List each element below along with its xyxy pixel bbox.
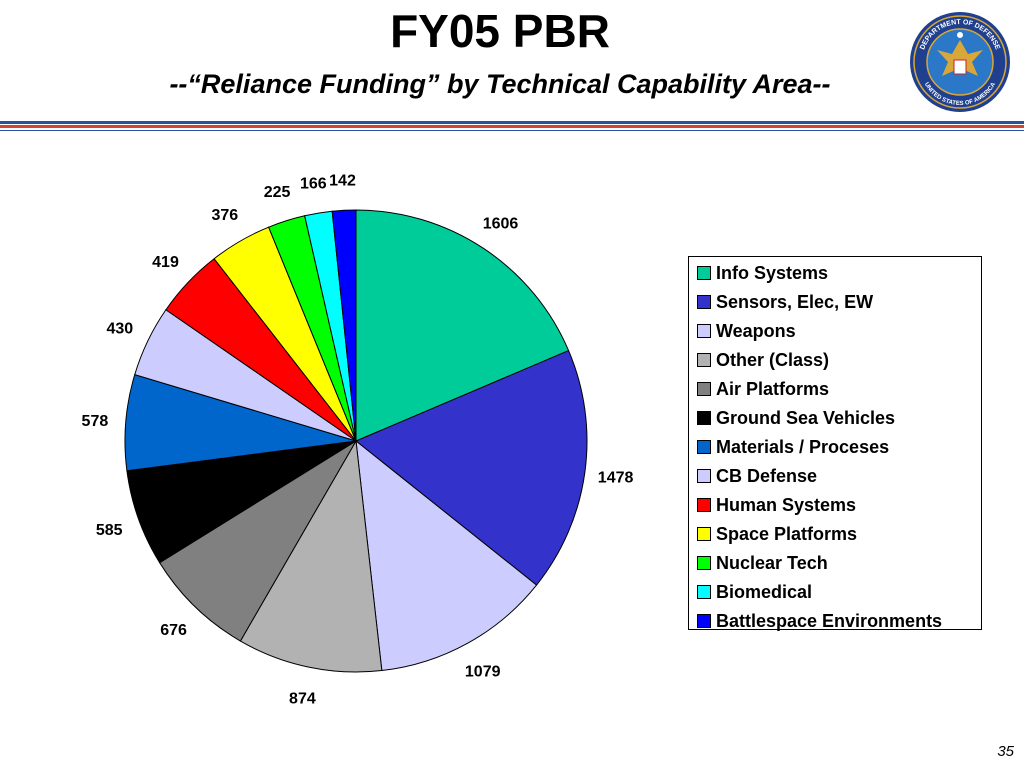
pie-slice [355,209,570,442]
legend-label: Space Platforms [716,524,858,544]
data-label: 376 [211,207,238,224]
seal-gold-ring [913,15,1007,109]
legend-label: Air Platforms [716,379,830,399]
data-label: 430 [106,321,133,338]
legend-item: Air Platforms [697,377,829,401]
pie-slice [355,349,588,586]
page-number: 35 [997,743,1014,760]
legend-swatch [697,497,711,512]
slide-title: FY05 PBR [390,5,610,57]
data-label: 419 [152,254,179,271]
legend-swatch [697,555,711,570]
department-of-defense-seal-icon: DEPARTMENT OF DEFENSE UNITED STATES OF A… [910,12,1010,112]
legend-item: CB Defense [697,464,817,488]
slide-subtitle: --“Reliance Funding” by Technical Capabi… [169,69,831,99]
legend-item: Human Systems [697,493,856,517]
legend-swatch [697,439,711,454]
data-label: 585 [96,522,123,539]
data-label: 142 [329,172,356,189]
legend-label: Info Systems [716,263,829,283]
legend-label: Biomedical [716,582,813,602]
legend-item: Other (Class) [697,348,829,372]
data-label: 1079 [465,663,501,680]
legend-swatch [697,265,711,280]
data-label: 225 [264,184,291,201]
pie-slice [355,439,538,672]
legend-label: Human Systems [716,495,857,515]
seal-eagle-shape [937,40,983,76]
data-label: 166 [300,176,327,193]
legend-item: Space Platforms [697,522,857,546]
legend-swatch [697,468,711,483]
legend-label: Sensors, Elec, EW [716,292,874,312]
legend-label: Other (Class) [716,350,830,370]
data-label: 1478 [598,469,634,486]
pie-slice [331,209,357,442]
legend-item: Sensors, Elec, EW [697,290,873,314]
legend-item: Nuclear Tech [697,551,828,575]
legend-swatch [697,323,711,338]
chart-legend: Info Systems Sensors, Elec, EW Weapons Othe… [688,256,982,633]
header-rule-blue [0,121,1024,124]
legend-swatch [697,613,711,628]
legend-swatch [697,526,711,541]
legend-item: Info Systems [697,261,828,285]
data-label: 1606 [483,216,519,233]
legend-swatch [697,584,711,599]
legend-item: Weapons [697,319,796,343]
legend-swatch [697,352,711,367]
legend-item: Biomedical [697,580,812,604]
data-label: 578 [82,413,109,430]
legend-label: Ground Sea Vehicles [716,408,896,428]
seal-star [957,32,963,38]
legend-item: Ground Sea Vehicles [697,406,895,430]
legend-label: CB Defense [716,466,818,486]
legend-label: Nuclear Tech [716,553,828,573]
header-rule-thin [0,130,1024,131]
pie-slice [239,439,383,673]
legend-swatch [697,381,711,396]
legend-label: Materials / Proceses [716,437,890,457]
legend-swatch [697,294,711,309]
data-label: 874 [289,691,316,708]
legend-item: Battlespace Environments [697,609,942,633]
seal-shield [953,59,967,75]
header-rule-red [0,125,1024,128]
legend-label: Weapons [716,321,796,341]
data-label: 676 [160,622,187,639]
legend-item: Materials / Proceses [697,435,889,459]
pie-chart: 1606 1478 1079 874 676 585 578 430 419 376 225 166 1… [82,172,634,708]
legend-swatch [697,410,711,425]
legend-label: Battlespace Environments [716,611,943,631]
pie-slice [158,440,357,642]
